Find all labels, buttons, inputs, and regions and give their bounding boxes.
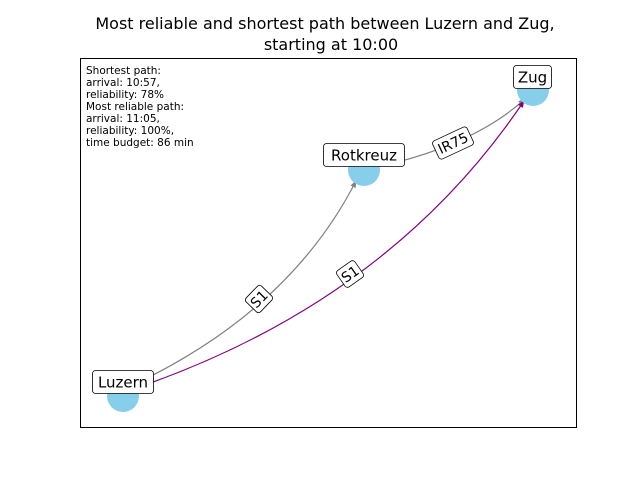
info-line: arrival: 11:05, [86, 113, 160, 125]
edge-luzern-rotkreuz [134, 180, 357, 385]
path-info: Shortest path: arrival: 10:57, reliabili… [86, 65, 194, 149]
edge-label-luzern-zug: S1 [336, 260, 364, 288]
node-label-zug: Zug [513, 65, 552, 89]
info-line: arrival: 10:57, [86, 77, 160, 89]
info-line: reliability: 78% [86, 89, 164, 101]
title-line-2: starting at 10:00 [264, 35, 398, 54]
info-line: Most reliable path: [86, 101, 184, 113]
title-line-1: Most reliable and shortest path between … [95, 14, 554, 33]
node-label-rotkreuz-text: Rotkreuz [331, 147, 397, 165]
node-label-luzern: Luzern [92, 370, 154, 394]
edge-label-luzern-rotkreuz-text: S1 [248, 288, 272, 312]
node-label-zug-text: Zug [518, 69, 547, 87]
edge-label-rotkreuz-zug: IR75 [432, 126, 474, 160]
info-line: time budget: 86 min [86, 137, 194, 149]
node-label-luzern-text: Luzern [98, 374, 148, 392]
edge-label-luzern-zug-text: S1 [339, 263, 363, 286]
node-label-rotkreuz: Rotkreuz [323, 143, 405, 167]
info-line: Shortest path: [86, 65, 161, 77]
edge-label-luzern-rotkreuz: S1 [245, 284, 273, 314]
info-line: reliability: 100%, [86, 125, 174, 137]
plot-frame [80, 58, 577, 428]
